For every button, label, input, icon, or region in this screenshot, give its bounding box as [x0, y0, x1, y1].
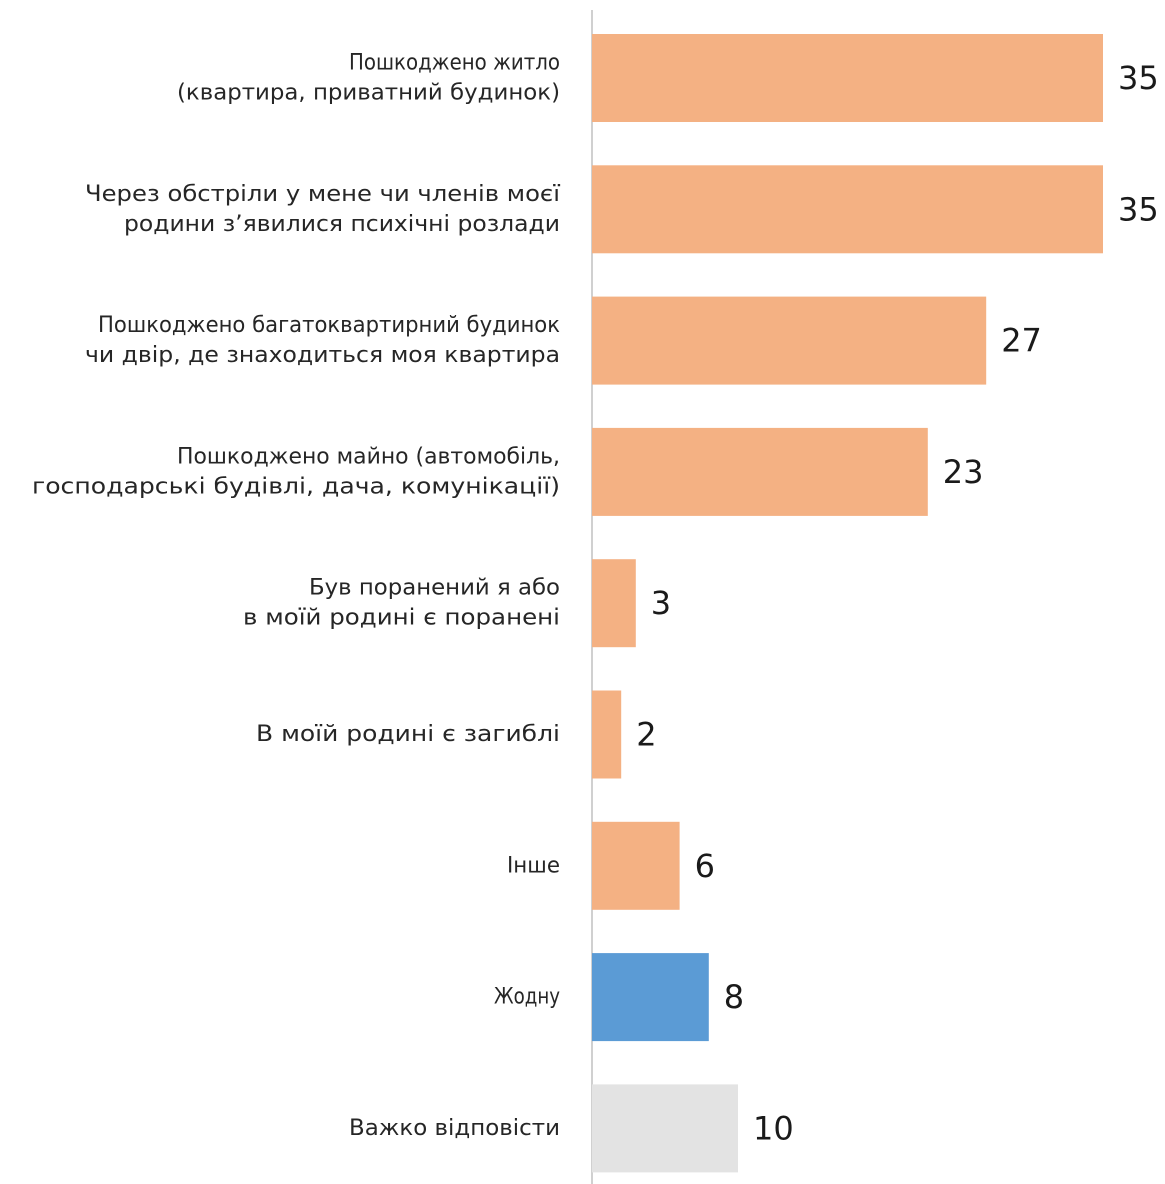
category-labels-group: Пошкоджено житло (квартира, приватний буд…: [32, 51, 561, 1141]
category-label-0-line-1: (квартира, приватний будинок): [177, 81, 560, 106]
category-label-1-line-0: Через обстріли у мене чи членів моєї: [85, 182, 561, 207]
bar-4: [592, 559, 636, 648]
category-label-6-line-0: Інше: [507, 853, 560, 878]
category-label-2-line-1: чи двір, де знаходиться моя квартира: [85, 343, 560, 368]
value-label-6: 6: [695, 847, 715, 885]
value-label-8: 10: [753, 1109, 794, 1147]
bar-1: [592, 165, 1103, 254]
value-label-4: 3: [651, 584, 671, 622]
category-label-1-line-1: родини з’явилися психічні розлади: [124, 212, 560, 237]
value-label-1: 35: [1118, 190, 1159, 228]
bar-0: [592, 34, 1103, 122]
bars-group: [592, 34, 1103, 1173]
value-label-3: 23: [943, 453, 984, 491]
value-label-2: 27: [1001, 322, 1042, 360]
category-label-0-line-0: Пошкоджено житло: [349, 51, 560, 76]
category-label-5-line-0: В моїй родині є загиблі: [256, 722, 560, 747]
category-label-4-line-1: в моїй родині є поранені: [243, 606, 560, 631]
category-label-4-line-0: Був поранений я або: [309, 576, 560, 601]
bar-7: [592, 953, 709, 1042]
category-label-7-line-0: Жодну: [494, 985, 560, 1010]
value-label-0: 35: [1118, 59, 1159, 97]
category-label-3-line-0: Пошкоджено майно (автомобіль,: [177, 444, 560, 469]
bar-5: [592, 690, 622, 779]
category-label-2-line-0: Пошкоджено багатоквартирний будинок: [98, 313, 560, 338]
category-label-8-line-0: Важко відповісти: [349, 1116, 560, 1141]
value-label-7: 8: [724, 978, 744, 1016]
bar-6: [592, 821, 680, 910]
value-labels-group: 35 35 27 23 3 2 6 8 10: [636, 59, 1159, 1147]
category-label-3-line-1: господарські будівлі, дача, комунікації): [32, 474, 560, 499]
bar-2: [592, 296, 987, 385]
bar-8: [592, 1084, 738, 1173]
bar-3: [592, 427, 928, 516]
value-label-5: 2: [636, 716, 656, 754]
